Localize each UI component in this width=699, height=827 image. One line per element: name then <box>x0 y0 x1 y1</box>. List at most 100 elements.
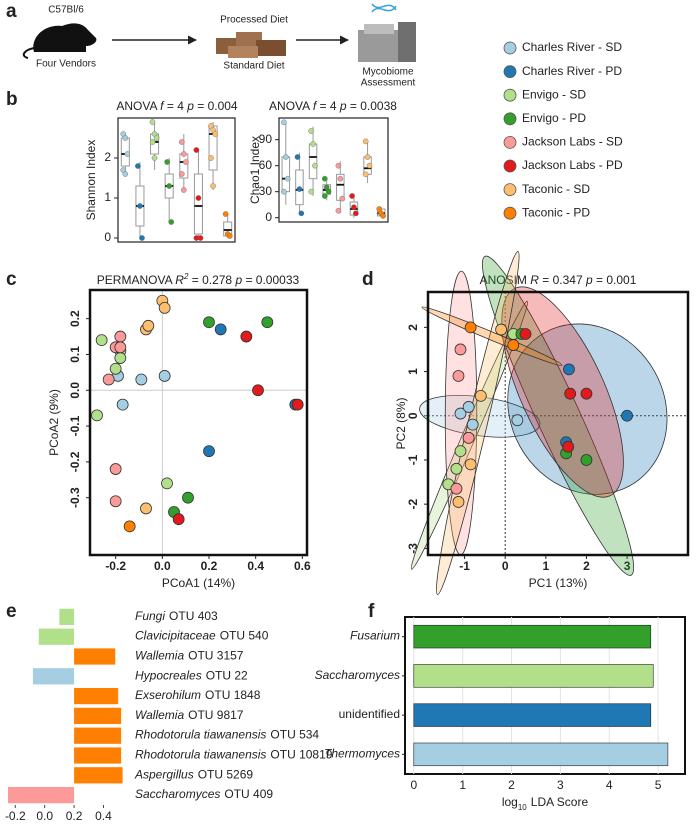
data-point <box>450 462 463 475</box>
chart-title: PERMANOVA R2 = 0.278 p = 0.00033 <box>97 272 300 288</box>
category-label: Wallemia OTU 3157 <box>135 649 244 663</box>
legend-swatch <box>503 65 517 78</box>
bar <box>413 664 654 688</box>
bar <box>74 747 122 764</box>
category-label: unidentified <box>339 707 400 721</box>
panel-label: d <box>362 269 374 290</box>
category-label: Wallemia OTU 9817 <box>135 708 244 722</box>
diagram-text: Processed Diet <box>220 15 288 26</box>
data-point <box>139 235 145 241</box>
data-point <box>337 175 344 182</box>
y-tick-label: -2 <box>406 499 420 510</box>
title-part: = 4 <box>164 99 188 113</box>
data-point <box>153 135 160 141</box>
panel-label: e <box>6 601 17 622</box>
x-axis-label-part: log <box>502 795 518 809</box>
panel-label: f <box>368 601 375 622</box>
data-point <box>562 440 575 453</box>
data-point <box>195 195 202 201</box>
title-part: = 0.347 <box>539 273 586 287</box>
diagram-text: Mycobiome <box>362 67 414 78</box>
data-point <box>181 187 187 193</box>
title-part: R <box>175 273 184 287</box>
title-part: = 0.278 <box>188 273 235 287</box>
category-label: Rhodotorula tiawanensis OTU 534 <box>135 728 319 742</box>
data-point <box>312 162 318 169</box>
title-part: = 0.0038 <box>347 99 398 113</box>
data-point <box>114 341 127 354</box>
data-point <box>142 319 155 332</box>
data-point <box>366 162 373 169</box>
y-tick-label: 90 <box>259 132 273 146</box>
data-point <box>149 139 156 145</box>
diagram-text: C57Bl/6 <box>48 5 84 16</box>
data-point <box>109 362 122 375</box>
category-label: Saccharomyces <box>315 668 400 682</box>
group-ellipse <box>507 323 668 495</box>
data-point <box>321 193 328 199</box>
bar <box>413 624 652 649</box>
x-tick-label: 0.4 <box>95 809 112 823</box>
category-label: Clavicipitaceae OTU 540 <box>135 629 269 643</box>
category-otu: OTU 9817 <box>188 708 244 722</box>
legend-label: Taconic - SD <box>522 182 590 196</box>
data-point <box>308 188 314 195</box>
panel-label: a <box>6 1 17 22</box>
y-tick-label: -1 <box>406 454 420 465</box>
y-axis-label: PC2 (8%) <box>394 397 408 449</box>
title-part: f <box>160 99 165 113</box>
data-point <box>182 491 194 504</box>
group-ellipse <box>421 306 563 366</box>
y-tick-label: 0.2 <box>68 310 82 327</box>
legend-swatch <box>503 135 517 149</box>
bar <box>74 648 116 665</box>
category-label: Hypocreales OTU 22 <box>135 668 248 682</box>
data-point <box>178 171 185 177</box>
data-point <box>325 188 332 195</box>
data-point <box>166 183 172 189</box>
data-point <box>172 513 185 526</box>
legend-swatch <box>503 183 517 197</box>
category-taxon: Rhodotorula tiawanensis <box>135 748 266 762</box>
diagram-text: Standard Diet <box>223 61 284 72</box>
y-tick-label: 0.0 <box>68 382 82 399</box>
y-tick-label: 0.1 <box>68 346 82 363</box>
plot-frame <box>278 117 389 223</box>
legend-swatch <box>503 88 517 102</box>
chart-title: ANOVA f = 4 p = 0.004 <box>116 99 238 113</box>
box <box>193 173 203 235</box>
category-taxon: Rhodotorula tiawanensis <box>135 728 266 742</box>
x-axis-label: PCoA1 (14%) <box>162 576 235 590</box>
y-tick-label: -3 <box>406 543 420 554</box>
legend-swatch <box>503 41 517 55</box>
data-point <box>135 373 148 386</box>
x-tick-label: 3 <box>624 559 631 573</box>
y-tick-label: 60 <box>259 158 273 172</box>
data-point <box>464 458 477 471</box>
x-axis-label: log10 LDA Score <box>502 795 589 811</box>
legend-swatch <box>503 112 517 126</box>
category-otu: OTU 409 <box>224 787 273 801</box>
data-point <box>308 128 314 134</box>
category-taxon: Exserohilum <box>135 688 201 702</box>
data-point <box>380 213 386 219</box>
legend-label: Taconic - PD <box>522 205 590 219</box>
data-point <box>291 398 304 411</box>
data-point <box>122 135 129 141</box>
bar <box>74 727 122 744</box>
data-point <box>283 154 289 160</box>
title-part: f <box>313 99 318 113</box>
data-point <box>281 119 287 126</box>
plot-frame <box>88 288 309 557</box>
data-point <box>519 328 532 340</box>
data-point <box>149 119 156 125</box>
data-point <box>310 141 316 147</box>
data-point <box>564 387 577 400</box>
title-part: 2 <box>183 272 189 281</box>
x-tick-label: 0.4 <box>247 559 264 573</box>
bar <box>413 742 669 767</box>
x-tick-label: -0.2 <box>5 809 26 823</box>
category-taxon: Wallemia <box>135 649 184 663</box>
y-axis-label: Shannon Index <box>84 140 98 221</box>
bar <box>74 707 122 725</box>
